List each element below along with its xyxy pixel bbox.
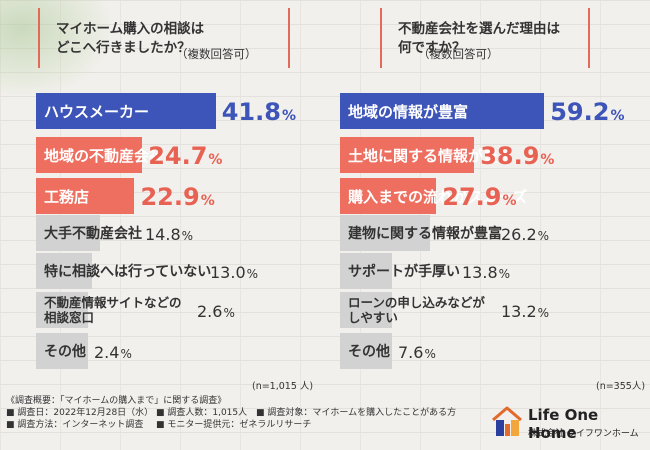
left-bar <box>36 253 92 289</box>
n-label-right: (n=355人) <box>596 381 646 392</box>
left-bar-label: その他 <box>44 344 86 360</box>
question-right-subtitle: （複数回答可） <box>418 47 499 61</box>
right-bar-value: 27.9% <box>442 183 517 211</box>
left-bar-label: 大手不動産会社 <box>44 226 142 242</box>
right-bar-value: 13.2% <box>501 302 550 321</box>
right-bar <box>340 215 431 251</box>
right-bar <box>340 137 475 173</box>
right-bar-label: その他 <box>348 344 390 360</box>
right-bar-label: 購入までの流れがスムーズ <box>348 187 528 206</box>
right-bar <box>340 178 437 214</box>
left-bar <box>36 93 216 129</box>
logo-name: Life One Home <box>528 406 599 442</box>
left-bar-value: 2.4% <box>94 343 132 362</box>
left-bar <box>36 333 88 369</box>
right-bar-value: 59.2% <box>550 98 625 126</box>
right-bar-label: ローンの申し込みなどが しやすい <box>348 295 485 325</box>
right-bar-label: 土地に関する情報が豊富 <box>348 146 514 165</box>
n-label-left: (n=1,015 人) <box>252 381 314 392</box>
left-bar-label: 工務店 <box>44 187 90 206</box>
house-logo-icon <box>492 406 522 436</box>
left-bar-label: 特に相談へは行っていない <box>44 264 212 280</box>
left-bar <box>36 137 143 173</box>
logo: Life One Home 株式会社 ライフワンホーム <box>488 402 648 442</box>
left-bar-label: 不動産情報サイトなどの 相談窓口 <box>44 295 182 325</box>
question-left-title: マイホーム購入の相談は どこへ行きましたか？ <box>56 21 205 56</box>
right-bar-value: 13.8% <box>462 263 511 282</box>
right-bar-label: 地域の情報が豊富 <box>348 102 469 121</box>
left-bar-label: 地域の不動産会社 <box>44 146 165 165</box>
question-left-subtitle: （複数回答可） <box>176 47 257 61</box>
left-bar-value: 2.6% <box>197 302 235 321</box>
survey-footer: 《調査概要：「マイホームの購入まで」に関する調査》 ■ 調査日：2022年12月… <box>6 395 456 431</box>
question-box-right: 不動産会社を選んだ理由は 何ですか？ <box>380 8 590 68</box>
right-bar-value: 7.6% <box>398 343 436 362</box>
right-bar-value: 26.2% <box>501 225 550 244</box>
logo-company: 株式会社 ライフワンホーム <box>528 429 639 439</box>
right-bar <box>340 93 545 129</box>
question-box-left: マイホーム購入の相談は どこへ行きましたか？ <box>38 8 290 68</box>
footer-heading: 《調査概要：「マイホームの購入まで」に関する調査》 <box>6 396 227 406</box>
footer-provider: ■ モニター提供元：ゼネラルリサーチ <box>156 420 312 430</box>
footer-target: ■ 調査対象：マイホームを購入したことがある方 <box>256 408 457 418</box>
right-bar-value: 38.9% <box>480 142 555 170</box>
left-bar-value: 14.8% <box>145 225 194 244</box>
left-bar <box>36 178 135 214</box>
right-bar <box>340 333 392 369</box>
right-bar <box>340 292 392 328</box>
right-bar-label: 建物に関する情報が豊富 <box>348 226 502 242</box>
left-bar-value: 13.0% <box>210 263 259 282</box>
left-bar <box>36 215 100 251</box>
footer-date: ■ 調査日：2022年12月28日（水） <box>6 408 154 418</box>
left-bar-value: 22.9% <box>140 183 215 211</box>
left-bar <box>36 292 88 328</box>
right-bar-label: サポートが手厚い <box>348 264 460 280</box>
left-bar-label: ハウスメーカー <box>44 102 150 121</box>
footer-people: ■ 調査人数：1,015人 <box>156 408 248 418</box>
left-bar-value: 24.7% <box>148 142 223 170</box>
right-bar <box>340 253 392 289</box>
leaf-decoration <box>0 0 110 95</box>
footer-method: ■ 調査方法：インターネット調査 <box>6 420 144 430</box>
left-bar-value: 41.8% <box>221 98 296 126</box>
question-right-title: 不動産会社を選んだ理由は 何ですか？ <box>398 21 560 56</box>
